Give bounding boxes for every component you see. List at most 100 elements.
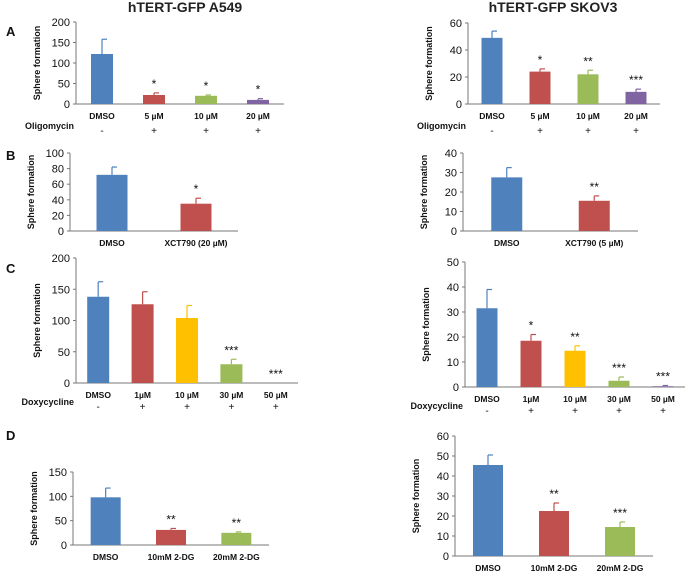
y-tick-label: 40 [450,45,462,57]
category-label: DMSO [89,111,115,121]
y-tick-label: 50 [55,516,67,528]
y-tick-label: 0 [64,378,70,390]
category-label: 30 µM [220,390,244,400]
y-tick-label: 50 [58,79,70,91]
column-title-a549: hTERT-GFP A549 [128,0,243,15]
treatment-sign: + [585,126,591,137]
bar [473,465,503,556]
panel-label-d: D [6,428,15,443]
significance-marker: ** [570,330,580,344]
y-tick-label: 40 [52,195,64,207]
y-tick-label: 150 [52,284,70,296]
treatment-sign: + [273,402,279,413]
treatment-sign: + [633,126,639,137]
category-label: 10 µM [576,111,600,121]
y-tick-label: 60 [437,431,449,443]
y-axis-label: Sphere formation [32,26,42,101]
category-label: DMSO [99,238,125,248]
category-label: 20mM 2-DG [597,563,644,571]
y-tick-label: 100 [49,491,67,503]
significance-marker: * [529,319,534,333]
y-tick-label: 0 [451,226,457,238]
significance-marker: * [194,182,199,196]
treatment-sign: + [616,406,622,417]
treatment-sign: - [100,126,103,137]
y-tick-label: 20 [52,210,64,222]
bar [652,386,674,387]
y-tick-label: 200 [52,17,70,29]
y-tick-label: 150 [52,38,70,50]
treatment-sign: + [140,402,146,413]
treatment-sign: + [151,126,157,137]
significance-marker: ** [583,54,593,68]
significance-marker: ** [166,512,176,526]
bar [564,350,586,387]
bar [87,296,110,383]
y-tick-label: 30 [447,307,459,319]
y-tick-label: 50 [58,347,70,359]
y-tick-label: 40 [437,471,449,483]
bar [143,94,165,104]
bar [195,95,217,104]
category-label: 10 µM [194,111,218,121]
y-tick-label: 100 [46,148,64,160]
category-label: DMSO [85,390,111,400]
y-tick-label: 20 [450,72,462,84]
bar [176,318,198,383]
category-label: DMSO [479,111,505,121]
category-label: 5 µM [144,111,163,121]
bar [476,308,498,387]
y-tick-label: 50 [447,257,459,269]
y-tick-label: 40 [445,148,457,160]
treatment-label: Oligomycin [25,121,74,131]
chart-A-right: 0 20 40 60 Sphere formation DMSO - * 5 µM + ** 10 µ… [417,18,660,137]
y-axis-label: Sphere formation [419,155,429,230]
category-label: 50 µM [264,390,288,400]
y-axis-label: Sphere formation [29,471,39,546]
y-tick-label: 0 [64,99,70,111]
treatment-sign: + [572,406,578,417]
category-label: 20mM 2-DG [213,552,260,562]
significance-marker: * [152,77,157,91]
treatment-sign: + [184,402,190,413]
category-label: DMSO [475,563,501,571]
significance-marker: ** [549,487,559,501]
panel-label-c: C [6,261,16,276]
treatment-sign: + [255,126,261,137]
treatment-sign: - [97,402,100,413]
y-tick-label: 60 [52,179,64,191]
y-tick-label: 0 [456,99,462,111]
bar [605,527,635,556]
column-title-skov3: hTERT-GFP SKOV3 [489,0,618,15]
significance-marker: *** [612,361,626,375]
y-axis-label: Sphere formation [26,155,36,230]
treatment-label: Oligomycin [417,121,466,131]
category-label: 5 µM [530,111,549,121]
panel-label-b: B [6,148,15,163]
y-axis-label: Sphere formation [421,287,431,362]
category-label: 20 µM [624,111,648,121]
category-label: DMSO [93,552,119,562]
y-tick-label: 100 [52,316,70,328]
bar [131,304,154,383]
y-tick-label: 0 [61,540,67,552]
treatment-sign: + [537,126,543,137]
chart-A-left: 0 50 100 150 200 Sphere formation DMSO - * 5 µM + *… [25,17,284,137]
treatment-sign: + [203,126,209,137]
chart-D-right: 0 10 20 30 40 50 60 Sphere formation DMSO ** 10mM … [411,431,653,571]
bar [96,174,128,231]
category-label: 50 µM [651,394,675,404]
bar [156,529,186,545]
treatment-label: Doxycycline [410,401,463,411]
y-tick-label: 0 [58,226,64,238]
treatment-label: Doxycycline [21,397,74,407]
y-tick-label: 20 [445,187,457,199]
treatment-sign: + [660,406,666,417]
significance-marker: *** [656,370,670,384]
y-tick-label: 100 [52,58,70,70]
category-label: 10mM 2-DG [148,552,195,562]
category-label: 10 µM [563,394,587,404]
y-tick-label: 0 [453,382,459,394]
bar [91,53,113,104]
